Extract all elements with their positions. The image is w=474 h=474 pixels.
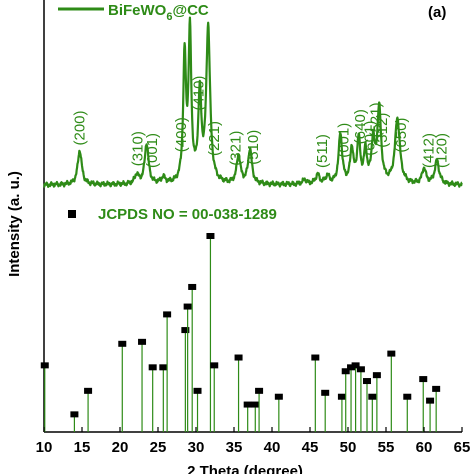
reference-marker [368, 393, 377, 400]
reference-marker [274, 393, 283, 400]
reference-marker [118, 340, 127, 347]
legend-square-swatch [68, 210, 76, 218]
x-axis-ticks: 10 15 20 25 30 35 40 45 50 55 60 65 [36, 427, 471, 456]
xrd-pattern-line [43, 16, 463, 188]
x-tick-label: 35 [226, 439, 243, 456]
reference-marker [181, 327, 190, 334]
x-tick-label: 20 [112, 439, 129, 456]
peak-label: (601) [361, 121, 378, 156]
x-tick-label: 40 [264, 439, 281, 456]
reference-marker [341, 368, 350, 375]
reference-marker [387, 350, 396, 357]
reference-marker [251, 401, 260, 408]
legend-label-bifewo6: BiFeWO6@CC [108, 2, 209, 23]
reference-marker [84, 387, 93, 394]
reference-marker [70, 411, 79, 418]
peak-label: (321) [228, 131, 245, 166]
peak-label: (640) [352, 109, 369, 144]
reference-marker [163, 311, 172, 318]
legend-label-main: BiFeWO [108, 2, 167, 19]
peak-label: (312) [374, 113, 391, 148]
reference-marker [40, 362, 49, 369]
reference-marker [159, 364, 168, 371]
peak-label: (400) [173, 117, 190, 152]
peak-label: (510) [245, 130, 262, 165]
legend-label-subscript: 6 [166, 11, 172, 23]
reference-marker [210, 362, 219, 369]
x-tick-label: 50 [340, 439, 357, 456]
x-axis-title: 2 Theta (degree) [187, 463, 303, 474]
peak-label: (221) [206, 121, 223, 156]
reference-marker [148, 364, 157, 371]
peak-label: (412) [421, 133, 438, 168]
x-tick-label: 65 [454, 439, 471, 456]
reference-marker [193, 387, 202, 394]
x-tick-label: 10 [36, 439, 53, 456]
reference-marker [432, 385, 441, 392]
reference-marker [311, 354, 320, 361]
legend-label-tail: @CC [172, 2, 208, 19]
reference-marker [347, 364, 356, 371]
peak-label: (650) [393, 118, 410, 153]
reference-marker [138, 338, 147, 345]
reference-marker [183, 303, 192, 310]
reference-marker [426, 397, 435, 404]
reference-marker [363, 378, 371, 385]
legend-label-jcpds: JCPDS NO = 00-038-1289 [98, 206, 277, 223]
peak-label: (521) [367, 102, 384, 137]
bifewo6-pattern [43, 16, 463, 188]
reference-marker [243, 401, 252, 408]
panel-label: (a) [428, 4, 446, 21]
peak-labels: (200)(310)(001) (400)(410)(221) (321) (510)… [72, 76, 451, 168]
reference-marker [351, 362, 360, 369]
peak-label: (120) [434, 133, 451, 168]
reference-marker [234, 354, 243, 361]
x-tick-label: 15 [74, 439, 91, 456]
x-tick-label: 30 [188, 439, 205, 456]
reference-marker [337, 393, 346, 400]
peak-label: (410) [190, 76, 207, 111]
reference-marker [188, 283, 197, 290]
peak-label: (200) [72, 110, 89, 145]
x-tick-label: 55 [378, 439, 395, 456]
x-tick-label: 60 [416, 439, 433, 456]
x-tick-label: 25 [150, 439, 167, 456]
reference-marker [372, 372, 381, 379]
plot-frame [43, 0, 462, 433]
reference-marker [255, 387, 264, 394]
reference-marker [403, 393, 412, 400]
reference-marker [356, 366, 365, 373]
peak-label: (310) [130, 131, 147, 166]
x-tick-label: 45 [302, 439, 319, 456]
reference-marker [419, 376, 428, 383]
y-axis-title: Intensity (a. u.) [6, 171, 23, 277]
reference-marker [206, 233, 215, 239]
peak-label: (511) [314, 134, 331, 168]
reference-marker [321, 389, 330, 396]
peak-label: (001) [335, 123, 352, 158]
jcpds-reference-sticks [40, 233, 441, 432]
peak-label: (001) [144, 133, 161, 168]
